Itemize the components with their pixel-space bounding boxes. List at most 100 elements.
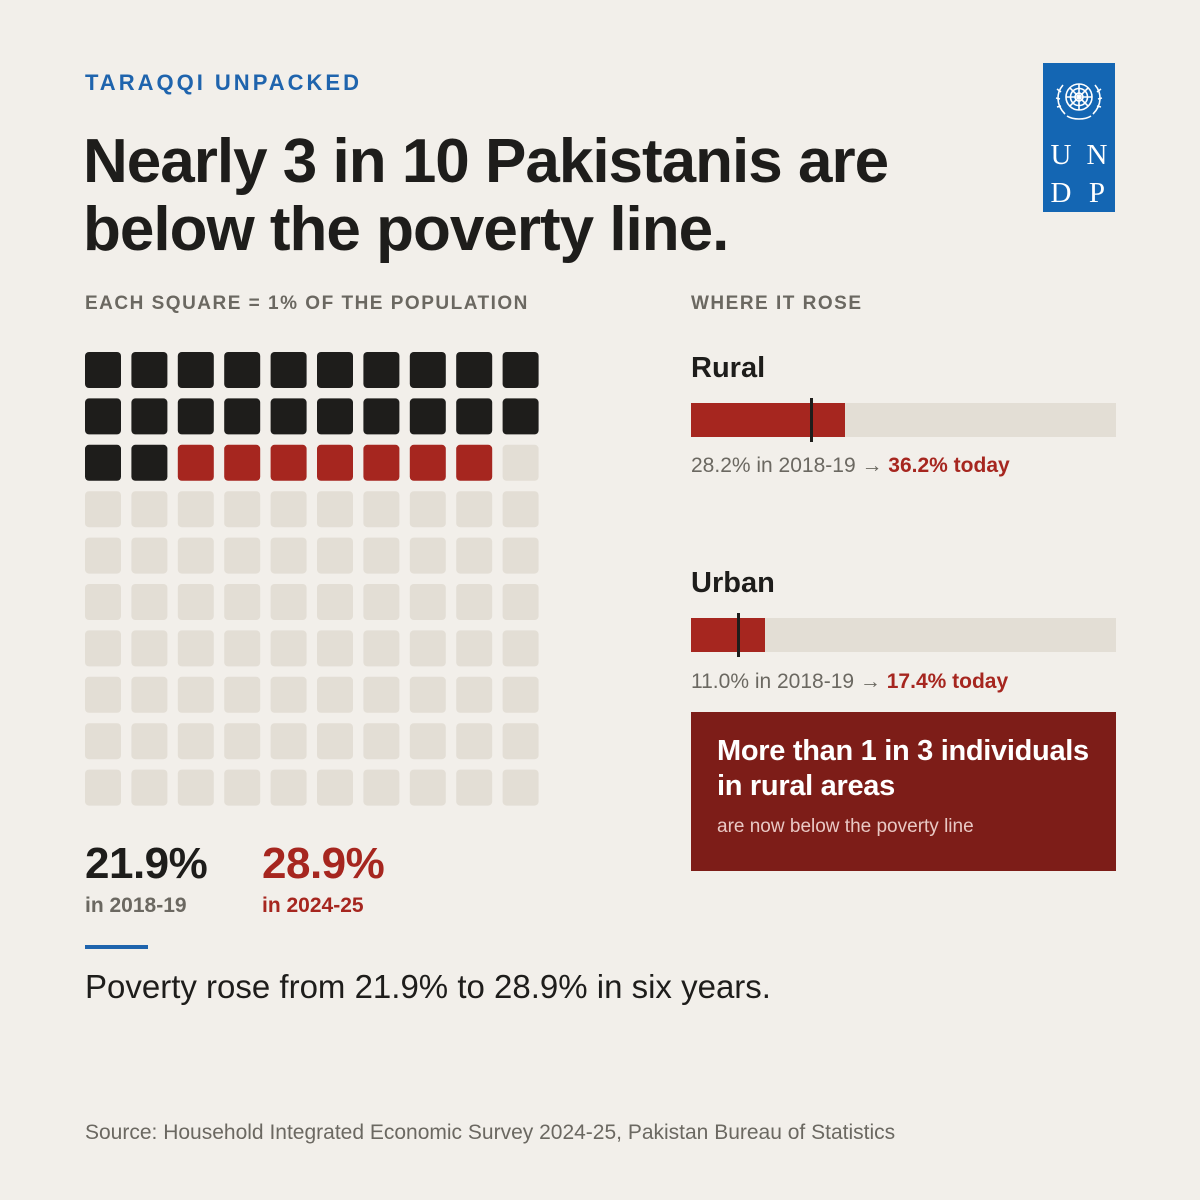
urban-bar-fill (691, 618, 765, 652)
urban-caption-after: 17.4% today (886, 670, 1009, 693)
waffle-square-empty (502, 537, 539, 574)
waffle-square-empty (317, 723, 353, 760)
where-it-rose-label: WHERE IT ROSE (691, 293, 863, 314)
waffle-label: EACH SQUARE = 1% OF THE POPULATION (85, 293, 529, 314)
waffle-square-increase (177, 444, 214, 481)
waffle-square-empty (85, 584, 121, 620)
waffle-square-empty (456, 630, 493, 667)
waffle-square-empty (177, 676, 214, 713)
waffle-square-2018 (85, 444, 121, 481)
logo-letter-d: D (1050, 176, 1072, 209)
waffle-square-2018 (85, 398, 121, 435)
waffle-square-empty (177, 769, 214, 806)
waffle-square-empty (224, 676, 261, 713)
waffle-square-empty (363, 584, 400, 620)
waffle-square-empty (363, 491, 400, 528)
waffle-square-2018 (270, 398, 307, 435)
waffle-square-empty (502, 444, 539, 481)
waffle-square-empty (85, 723, 121, 760)
waffle-square-empty (502, 723, 539, 760)
stat-2018-period: in 2018-19 (85, 894, 187, 917)
waffle-square-empty (270, 584, 307, 620)
page-title: Nearly 3 in 10 Pakistanis are below the … (83, 127, 889, 264)
waffle-square-increase (224, 444, 261, 481)
waffle-square-2018 (131, 352, 168, 388)
waffle-square-increase (317, 444, 353, 481)
waffle-square-empty (224, 769, 261, 806)
waffle-square-empty (224, 491, 261, 528)
waffle-square-empty (409, 676, 446, 713)
waffle-square-empty (85, 769, 121, 806)
waffle-square-empty (224, 630, 261, 667)
waffle-square-empty (270, 723, 307, 760)
rural-caption-after: 36.2% today (888, 454, 1010, 477)
waffle-square-empty (177, 584, 214, 620)
waffle-square-increase (363, 444, 400, 481)
waffle-square-increase (270, 444, 307, 481)
waffle-square-2018 (85, 352, 121, 388)
waffle-square-empty (270, 537, 307, 574)
waffle-square-empty (456, 491, 493, 528)
divider-rule (85, 945, 148, 949)
waffle-square-empty (317, 537, 353, 574)
urban-caption-before: 11.0% in 2018-19 → (691, 670, 887, 693)
waffle-square-increase (456, 444, 493, 481)
waffle-square-empty (131, 769, 168, 806)
kicker: TARAQQI UNPACKED (85, 70, 362, 95)
waffle-square-empty (456, 584, 493, 620)
urban-caption: 11.0% in 2018-19 → 17.4% today (691, 670, 1008, 694)
waffle-square-2018 (502, 352, 539, 388)
waffle-square-2018 (224, 398, 261, 435)
waffle-square-empty (409, 630, 446, 667)
waffle-square-empty (270, 769, 307, 806)
waffle-square-empty (224, 537, 261, 574)
waffle-square-empty (409, 723, 446, 760)
waffle-square-increase (409, 444, 446, 481)
waffle-square-empty (409, 491, 446, 528)
rural-callout: More than 1 in 3 individuals in rural ar… (691, 712, 1116, 871)
waffle-square-empty (456, 769, 493, 806)
waffle-square-empty (131, 630, 168, 667)
waffle-square-empty (224, 584, 261, 620)
waffle-square-empty (131, 676, 168, 713)
waffle-square-2018 (456, 398, 493, 435)
waffle-square-empty (317, 584, 353, 620)
waffle-square-empty (131, 537, 168, 574)
waffle-square-empty (456, 537, 493, 574)
stat-2018: 21.9% in 2018-19 (85, 839, 208, 918)
waffle-square-2018 (177, 398, 214, 435)
waffle-square-2018 (456, 352, 493, 388)
stat-2018-value: 21.9% (85, 839, 208, 888)
waffle-square-empty (85, 630, 121, 667)
waffle-square-empty (85, 676, 121, 713)
waffle-square-empty (502, 769, 539, 806)
waffle-square-2018 (224, 352, 261, 388)
stat-2024-period: in 2024-25 (262, 894, 364, 917)
waffle-chart (85, 352, 539, 806)
waffle-square-empty (363, 537, 400, 574)
urban-bar-track (691, 613, 1116, 657)
waffle-square-2018 (131, 444, 168, 481)
waffle-square-empty (363, 676, 400, 713)
waffle-square-2018 (363, 398, 400, 435)
waffle-square-empty (409, 584, 446, 620)
rural-bar-track (691, 398, 1116, 442)
waffle-square-empty (85, 491, 121, 528)
undp-logo: U N D P (1043, 63, 1115, 212)
source-note: Source: Household Integrated Economic Su… (85, 1121, 896, 1144)
waffle-square-2018 (270, 352, 307, 388)
waffle-square-empty (317, 676, 353, 713)
logo-letter-n: N (1086, 138, 1108, 171)
rural-caption: 28.2% in 2018-19 → 36.2% today (691, 454, 1010, 478)
logo-letter-p: P (1088, 176, 1106, 209)
waffle-square-empty (363, 723, 400, 760)
waffle-square-empty (502, 630, 539, 667)
waffle-square-empty (363, 630, 400, 667)
summary-text: Poverty rose from 21.9% to 28.9% in six … (85, 968, 771, 1005)
waffle-square-2018 (502, 398, 539, 435)
stat-2024: 28.9% in 2024-25 (262, 840, 385, 918)
waffle-square-empty (502, 676, 539, 713)
callout-subtext: are now below the poverty line (717, 816, 974, 837)
waffle-square-empty (177, 630, 214, 667)
waffle-square-2018 (317, 398, 353, 435)
